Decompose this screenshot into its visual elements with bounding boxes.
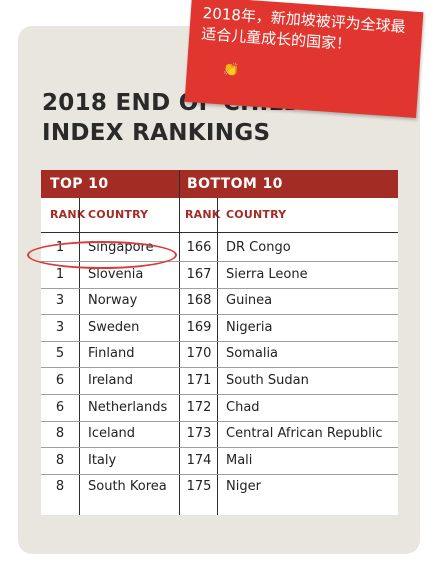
title-line-2: INDEX RANKINGS (42, 120, 271, 146)
bottom-rank-cell: 166 (186, 240, 212, 255)
banner-text: 2018年，新加坡被评为全球最适合儿童成长的国家！ (200, 3, 407, 54)
top-rank-cell: 3 (55, 319, 65, 335)
top-country-cell: Sweden (88, 319, 140, 335)
bottom-country-cell: Chad (226, 399, 260, 415)
bottom-country-cell: Somalia (226, 346, 279, 362)
bottom-country-cell: Niger (226, 479, 261, 495)
top-country-cell: Ireland (88, 373, 133, 388)
row-divider (41, 287, 398, 289)
row-divider (41, 367, 398, 369)
bottom-country-header: COUNTRY (226, 208, 287, 221)
top-country-cell: Slovenia (88, 266, 144, 282)
top-rank-cell: 5 (55, 346, 65, 362)
section-divider (179, 170, 180, 515)
top-rank-cell: 6 (55, 399, 65, 415)
top-rank-cell: 8 (55, 479, 65, 495)
bottom-rank-cell: 173 (186, 426, 212, 442)
top-country-cell: Iceland (88, 426, 136, 442)
bottom-rank-cell: 169 (186, 319, 212, 335)
table-section-header: TOP 10 BOTTOM 10 (41, 170, 398, 198)
rankings-table: TOP 10 BOTTOM 10 RANK COUNTRY RANK COUNT… (41, 170, 398, 515)
top-country-cell: Finland (88, 346, 135, 362)
row-divider (41, 261, 398, 262)
top10-label: TOP 10 (50, 176, 109, 192)
column-divider (79, 198, 80, 515)
bottom-country-cell: Nigeria (226, 319, 273, 335)
header-underline (41, 232, 398, 233)
top-rank-cell: 8 (55, 452, 65, 468)
bottom-country-cell: Sierra Leone (226, 266, 308, 282)
top-rank-cell: 6 (55, 373, 65, 388)
top-country-cell: Italy (88, 452, 117, 468)
bottom-rank-cell: 172 (186, 399, 212, 415)
clapping-icon: 👏 (222, 62, 240, 79)
bottom-country-cell: Guinea (226, 293, 273, 309)
bottom-rank-header: RANK (185, 208, 221, 221)
bottom-country-cell: South Sudan (226, 373, 309, 388)
bottom-rank-cell: 174 (186, 452, 212, 468)
row-divider (41, 394, 398, 395)
bottom-rank-cell: 168 (186, 293, 212, 309)
singapore-highlight-circle (27, 241, 177, 269)
top-country-cell: Netherlands (88, 399, 168, 415)
bottom-rank-cell: 175 (186, 479, 212, 495)
row-divider (41, 340, 398, 342)
bottom10-label: BOTTOM 10 (187, 176, 283, 192)
bottom-country-cell: DR Congo (226, 240, 291, 255)
row-divider (41, 314, 398, 316)
top-country-header: COUNTRY (88, 208, 149, 221)
top-rank-cell: 1 (55, 266, 65, 282)
bottom-rank-cell: 171 (186, 373, 212, 388)
top-rank-cell: 3 (55, 293, 65, 309)
row-divider (41, 447, 398, 449)
caption-banner: 2018年，新加坡被评为全球最适合儿童成长的国家！ 👏 (184, 0, 424, 118)
bottom-rank-cell: 170 (186, 346, 212, 362)
bottom-country-cell: Mali (226, 452, 253, 468)
top-country-cell: Norway (88, 293, 138, 309)
row-divider (41, 473, 398, 475)
column-divider (217, 198, 218, 515)
top-rank-header: RANK (50, 208, 86, 221)
top-rank-cell: 8 (55, 426, 65, 442)
bottom-rank-cell: 167 (186, 266, 212, 282)
bottom-country-cell: Central African Republic (226, 426, 383, 442)
top-country-cell: South Korea (88, 479, 167, 495)
row-divider (41, 420, 398, 422)
